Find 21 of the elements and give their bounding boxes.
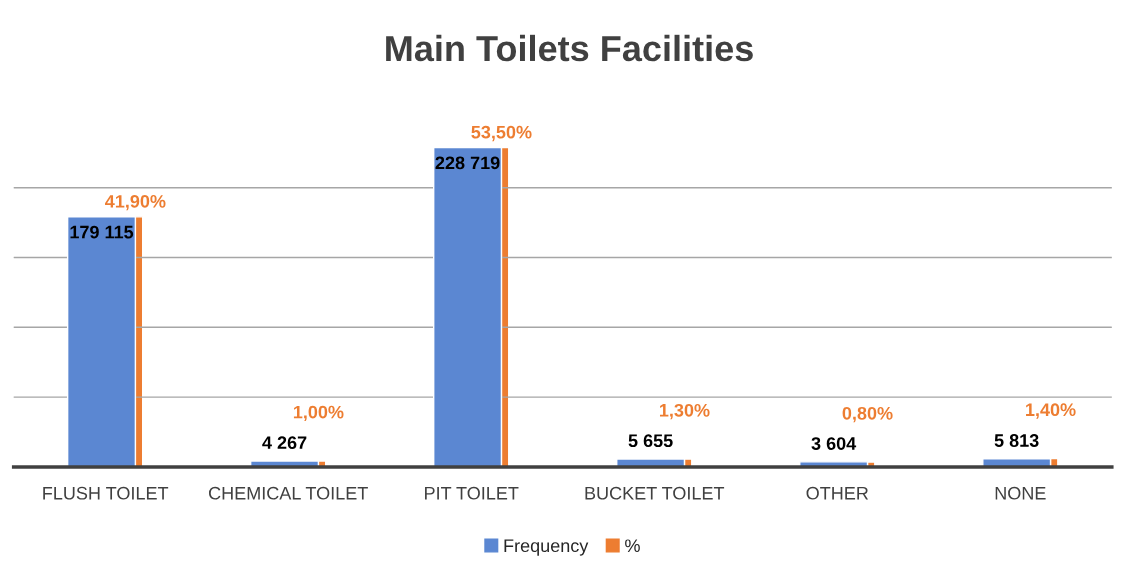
legend-label: %	[625, 539, 640, 553]
data-label: 41,90%	[105, 194, 166, 211]
data-label: 53,50%	[471, 125, 532, 142]
data-label: 3 604	[811, 437, 857, 450]
legend-label: Frequency	[504, 539, 589, 556]
x-tick-label: CHEMICAL TOILET	[209, 486, 368, 500]
data-label: 4 267	[262, 436, 307, 450]
x-tick-label: NONE	[995, 486, 1046, 500]
data-label: 1,30%	[660, 403, 710, 420]
data-label: 1,40%	[1026, 403, 1076, 419]
x-tick-label: OTHER	[806, 486, 869, 500]
x-tick-label: FLUSH TOILET	[43, 486, 169, 500]
data-label: 228 719	[435, 156, 500, 170]
x-tick-label: PIT TOILET	[425, 486, 519, 500]
chart-title: Main Toilets Facilities	[386, 34, 753, 62]
x-tick-label: BUCKET TOILET	[585, 486, 725, 500]
data-label: 5 655	[628, 434, 673, 448]
data-label: 179 115	[70, 225, 134, 239]
data-label: 1,00%	[293, 405, 344, 422]
data-label: 5 813	[994, 434, 1039, 447]
data-label: 0,80%	[842, 406, 893, 423]
